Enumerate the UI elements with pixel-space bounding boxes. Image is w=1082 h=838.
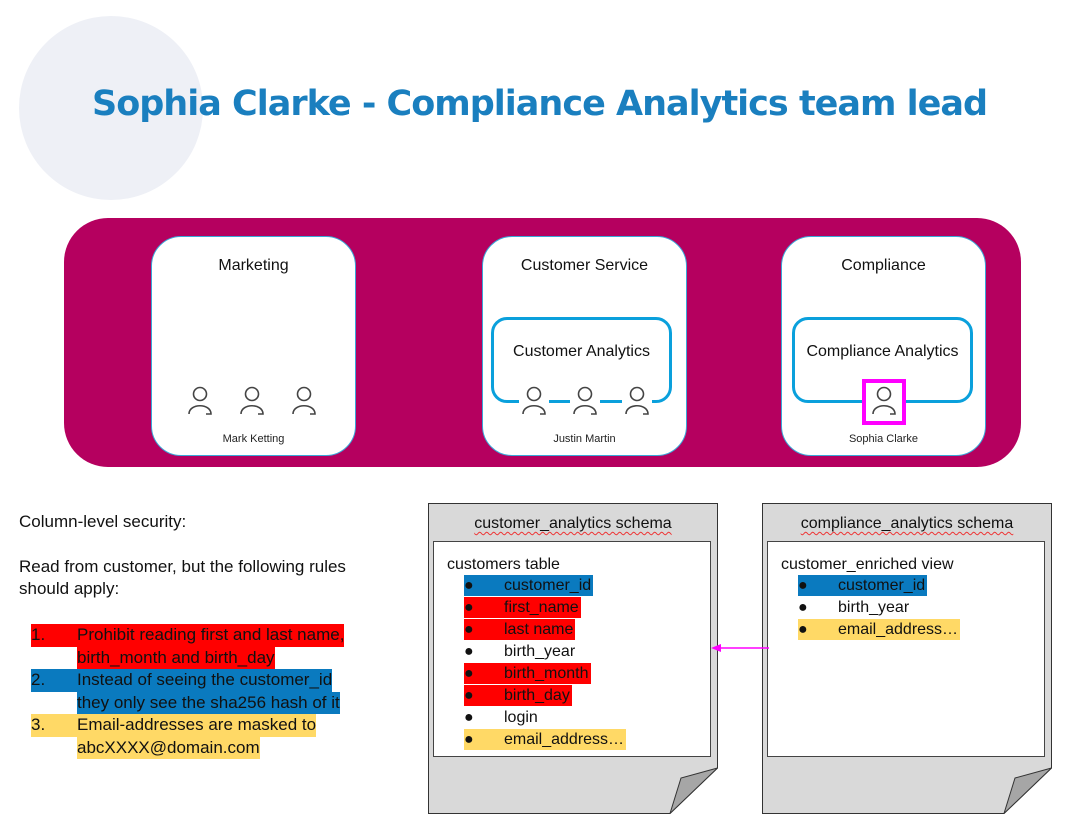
bullet-icon: ●	[464, 599, 474, 616]
person-name: Mark Ketting	[222, 433, 285, 445]
decorative-circle	[19, 16, 203, 200]
rule-text-line2: they only see the sha256 hash of it	[77, 691, 340, 714]
department-title: Compliance	[841, 257, 926, 274]
person-icon	[622, 385, 652, 417]
rule-number: 2.	[31, 669, 77, 692]
schema-object-box: customers table ● customer_id ● first_name ● l…	[433, 541, 711, 757]
notes-intro: Read from customer, but the following ru…	[19, 557, 346, 598]
bullet-icon: ●	[464, 665, 474, 682]
schema-title: customer_analytics schema	[474, 515, 672, 532]
person-icon	[570, 385, 600, 417]
rule-item: 1. Prohibit reading first and last name,	[31, 624, 345, 647]
department-marketing: Marketing Mark Ketting	[151, 236, 356, 456]
column-item: ● customer_id	[798, 575, 928, 596]
column-item: ● last name	[464, 619, 576, 640]
bullet-icon: ●	[464, 577, 474, 594]
notes-heading: Column-level security:	[19, 512, 187, 531]
department-compliance: Compliance Compliance Analytics Sophia C…	[781, 236, 986, 456]
rule-text-line2: abcXXXX@domain.com	[77, 736, 260, 759]
object-name: customers table	[447, 556, 560, 573]
column-item: ● email_address…	[464, 729, 627, 750]
person-icon	[237, 385, 267, 417]
bullet-icon: ●	[464, 687, 474, 704]
schema-object-box: customer_enriched view ● customer_id ● birth…	[767, 541, 1045, 757]
object-name: customer_enriched view	[781, 556, 954, 573]
rule-number: 1.	[31, 624, 77, 647]
rule-item: 3. Email-addresses are masked to	[31, 714, 317, 737]
bullet-icon: ●	[464, 709, 474, 726]
department-title: Marketing	[218, 257, 289, 274]
column-name: login	[504, 709, 538, 726]
column-name: first_name	[504, 599, 579, 616]
rule-text-line1: Email-addresses are masked to	[77, 714, 317, 737]
column-name: birth_day	[504, 687, 570, 704]
bullet-icon: ●	[464, 731, 474, 748]
column-item: ● birth_month	[464, 663, 591, 684]
department-title: Customer Service	[520, 257, 649, 274]
column-name: email_address…	[504, 731, 625, 748]
bullet-icon: ●	[798, 621, 808, 638]
schema-title: compliance_analytics schema	[800, 515, 1014, 532]
column-name: customer_id	[504, 577, 592, 594]
rule-item-continued: birth_month and birth_day	[77, 646, 275, 669]
column-name: last name	[504, 621, 574, 638]
bullet-icon: ●	[464, 621, 474, 638]
column-name: email_address…	[838, 621, 959, 638]
team-label: Compliance Analytics	[806, 343, 959, 360]
column-item: ● birth_year	[464, 641, 577, 662]
page-title: Sophia Clarke - Compliance Analytics tea…	[92, 84, 988, 124]
bullet-icon: ●	[798, 577, 808, 594]
bullet-icon: ●	[464, 643, 474, 660]
person-icon	[289, 385, 319, 417]
person-icon	[519, 385, 549, 417]
column-name: birth_year	[504, 643, 576, 660]
rule-number: 3.	[31, 714, 77, 737]
bullet-icon: ●	[798, 599, 808, 616]
team-label: Customer Analytics	[513, 343, 650, 360]
rule-text-line1: Prohibit reading first and last name,	[77, 624, 345, 647]
column-item: ● birth_year	[798, 597, 911, 618]
person-name: Sophia Clarke	[848, 433, 919, 445]
rule-text-line1: Instead of seeing the customer_id	[77, 669, 333, 692]
person-icon	[869, 385, 899, 417]
column-item: ● email_address…	[798, 619, 961, 640]
rule-item: 2. Instead of seeing the customer_id	[31, 669, 333, 692]
person-name: Justin Martin	[553, 433, 616, 445]
schema-customer-analytics: customer_analytics schema customers table…	[428, 503, 718, 814]
column-item: ● birth_day	[464, 685, 572, 706]
column-name: birth_month	[504, 665, 589, 682]
rule-item-continued: they only see the sha256 hash of it	[77, 691, 340, 714]
column-name: customer_id	[838, 577, 926, 594]
person-icon	[185, 385, 215, 417]
column-name: birth_year	[838, 599, 910, 616]
department-customer-service: Customer Service Customer Analytics Just…	[482, 236, 687, 456]
column-item: ● login	[464, 707, 540, 728]
schema-compliance-analytics: compliance_analytics schema customer_enri…	[762, 503, 1052, 814]
column-item: ● first_name	[464, 597, 581, 618]
rule-text-line2: birth_month and birth_day	[77, 646, 275, 669]
reads-from-arrow	[711, 644, 769, 652]
rule-item-continued: abcXXXX@domain.com	[77, 736, 260, 759]
column-item: ● customer_id	[464, 575, 594, 596]
